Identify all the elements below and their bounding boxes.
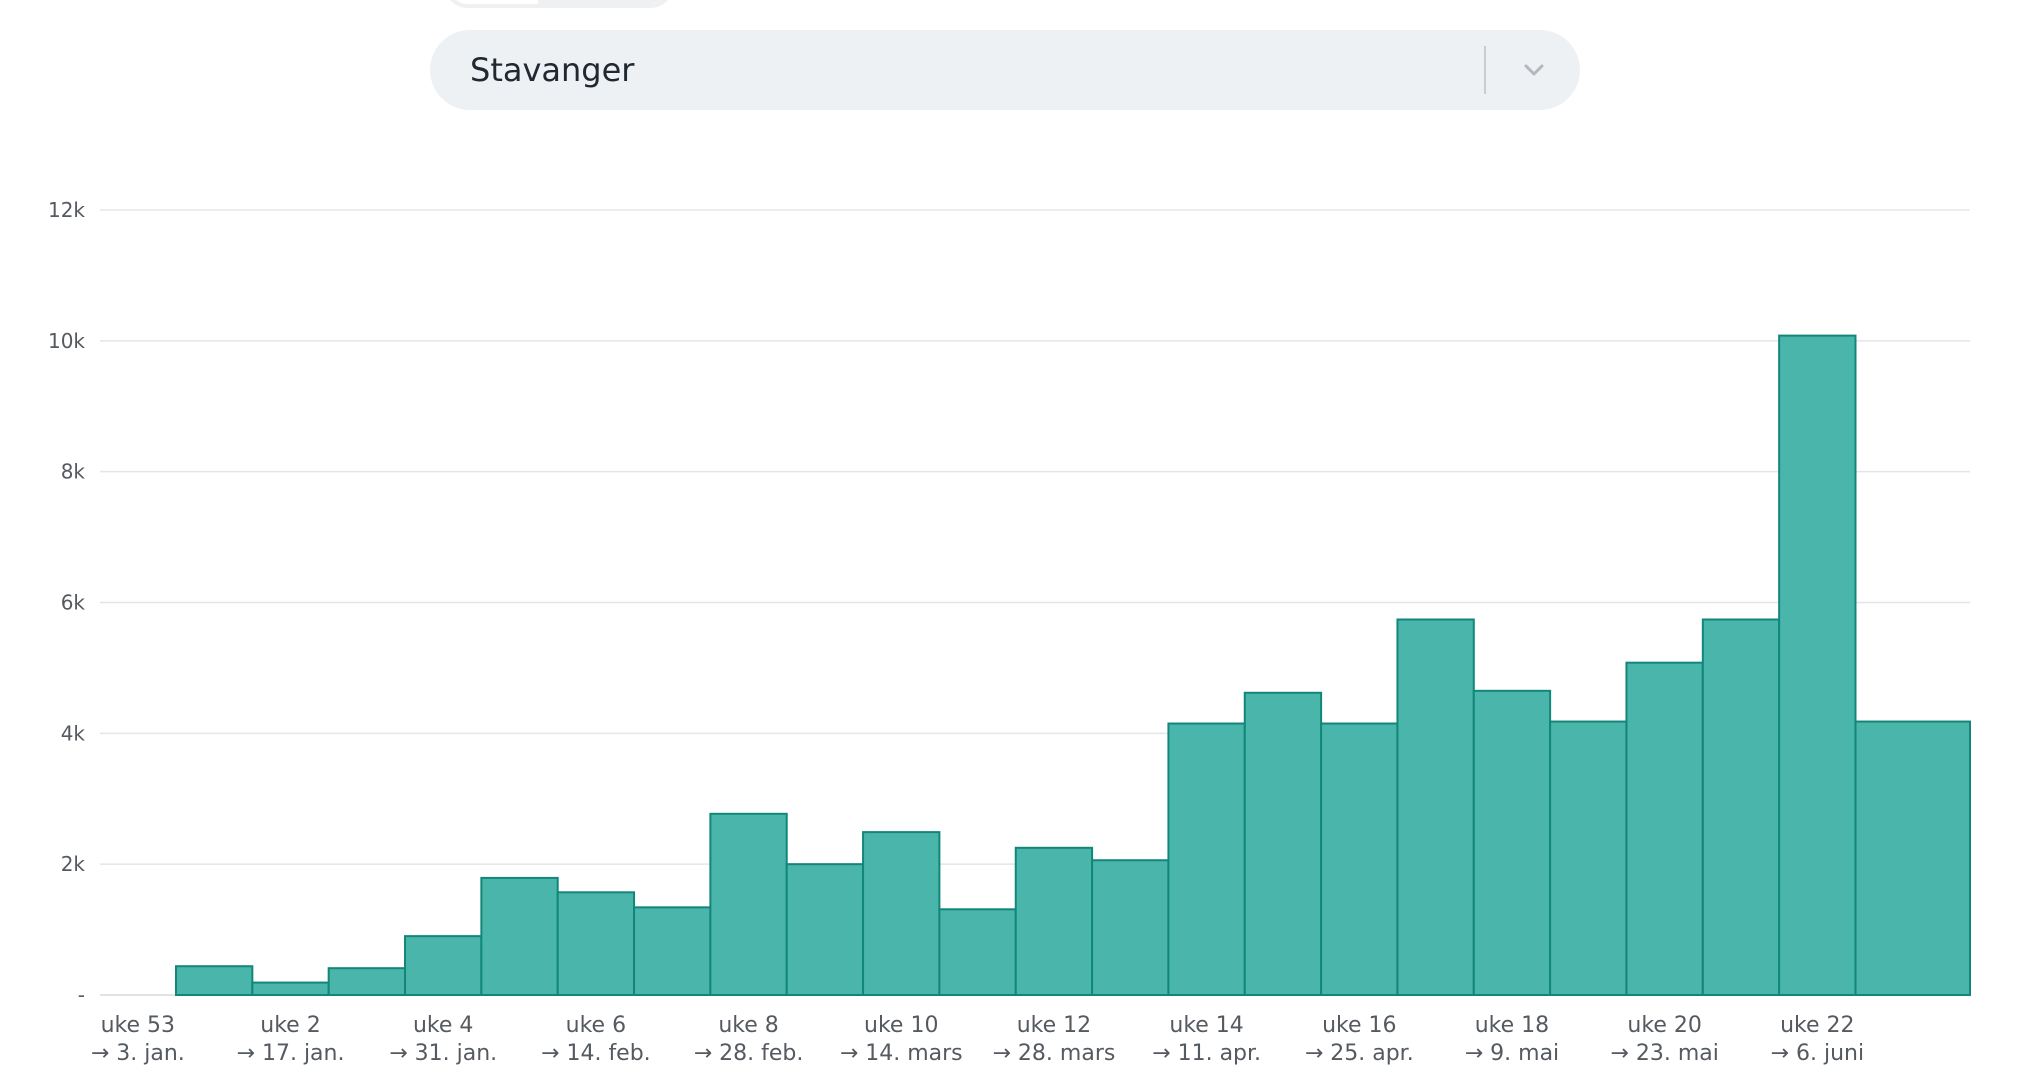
bar[interactable] bbox=[1854, 720, 1972, 997]
x-tick-date-label: → 17. jan. bbox=[237, 1041, 345, 1066]
x-tick-week-label: uke 12 bbox=[1017, 1013, 1091, 1038]
city-select-value: Stavanger bbox=[470, 51, 635, 89]
y-tick-label: - bbox=[78, 983, 85, 1007]
bar[interactable] bbox=[404, 935, 483, 996]
bar[interactable] bbox=[709, 812, 788, 996]
city-select[interactable]: Stavanger bbox=[430, 30, 1580, 110]
bar[interactable] bbox=[1778, 334, 1857, 997]
bar[interactable] bbox=[862, 831, 941, 996]
chart-grid bbox=[100, 209, 1970, 996]
chart-bars bbox=[175, 334, 1972, 997]
y-tick-label: 2k bbox=[61, 852, 86, 876]
x-tick-date-label: → 14. mars bbox=[840, 1041, 963, 1066]
x-tick-week-label: uke 18 bbox=[1475, 1013, 1549, 1038]
y-tick-label: 12k bbox=[48, 198, 85, 222]
bar[interactable] bbox=[251, 981, 330, 997]
bar[interactable] bbox=[1701, 618, 1781, 996]
x-tick-date-label: → 3. jan. bbox=[91, 1041, 185, 1066]
bar[interactable] bbox=[1167, 722, 1246, 996]
x-tick-date-label: → 31. jan. bbox=[389, 1041, 497, 1066]
y-tick-label: 6k bbox=[61, 591, 86, 615]
x-tick-date-label: → 11. apr. bbox=[1152, 1041, 1261, 1066]
bar[interactable] bbox=[1625, 661, 1704, 997]
x-tick-date-label: → 23. mai bbox=[1610, 1041, 1718, 1066]
x-tick-date-label: → 6. juni bbox=[1771, 1041, 1865, 1066]
bar[interactable] bbox=[1091, 859, 1170, 996]
bar[interactable] bbox=[1472, 689, 1552, 996]
bar[interactable] bbox=[1396, 618, 1475, 996]
bar[interactable] bbox=[1014, 846, 1094, 996]
x-tick-week-label: uke 22 bbox=[1780, 1013, 1854, 1038]
bar[interactable] bbox=[556, 891, 636, 997]
x-tick-week-label: uke 14 bbox=[1169, 1013, 1243, 1038]
x-tick-week-label: uke 4 bbox=[413, 1013, 473, 1038]
chevron-down-icon[interactable] bbox=[1518, 54, 1550, 86]
x-tick-date-label: → 25. apr. bbox=[1305, 1041, 1414, 1066]
bar[interactable] bbox=[480, 876, 559, 997]
x-tick-date-label: → 28. feb. bbox=[694, 1041, 804, 1066]
y-tick-label: 8k bbox=[61, 460, 86, 484]
y-tick-label: 10k bbox=[48, 329, 85, 353]
x-tick-week-label: uke 10 bbox=[864, 1013, 938, 1038]
x-tick-week-label: uke 2 bbox=[260, 1013, 320, 1038]
bar[interactable] bbox=[785, 863, 865, 997]
y-axis: - 2k 4k 6k 8k 10k 12k bbox=[48, 198, 85, 1007]
x-tick-date-label: → 9. mai bbox=[1465, 1041, 1559, 1066]
bar[interactable] bbox=[633, 906, 712, 997]
x-tick-date-label: → 28. mars bbox=[993, 1041, 1116, 1066]
bar[interactable] bbox=[1320, 722, 1399, 996]
x-tick-date-label: → 14. feb. bbox=[541, 1041, 651, 1066]
bar[interactable] bbox=[175, 965, 254, 997]
x-tick-week-label: uke 20 bbox=[1627, 1013, 1701, 1038]
x-tick-week-label: uke 6 bbox=[566, 1013, 626, 1038]
x-tick-week-label: uke 53 bbox=[101, 1013, 175, 1038]
x-tick-week-label: uke 8 bbox=[718, 1013, 778, 1038]
bar[interactable] bbox=[327, 967, 407, 996]
view-toggle[interactable] bbox=[444, 0, 674, 8]
select-separator bbox=[1484, 46, 1486, 94]
bar[interactable] bbox=[1549, 720, 1628, 997]
x-tick-week-label: uke 16 bbox=[1322, 1013, 1396, 1038]
weekly-bar-chart: - 2k 4k 6k 8k 10k 12k uke 53 → 3. jan. uke 2 → 17… bbox=[48, 198, 1972, 1066]
y-tick-label: 4k bbox=[61, 721, 86, 745]
view-toggle-active-segment[interactable] bbox=[538, 0, 670, 4]
bar[interactable] bbox=[1243, 691, 1323, 997]
x-axis: uke 53 → 3. jan. uke 2 → 17. jan. uke 4 → 31.… bbox=[91, 1013, 1864, 1066]
bar[interactable] bbox=[938, 908, 1017, 996]
